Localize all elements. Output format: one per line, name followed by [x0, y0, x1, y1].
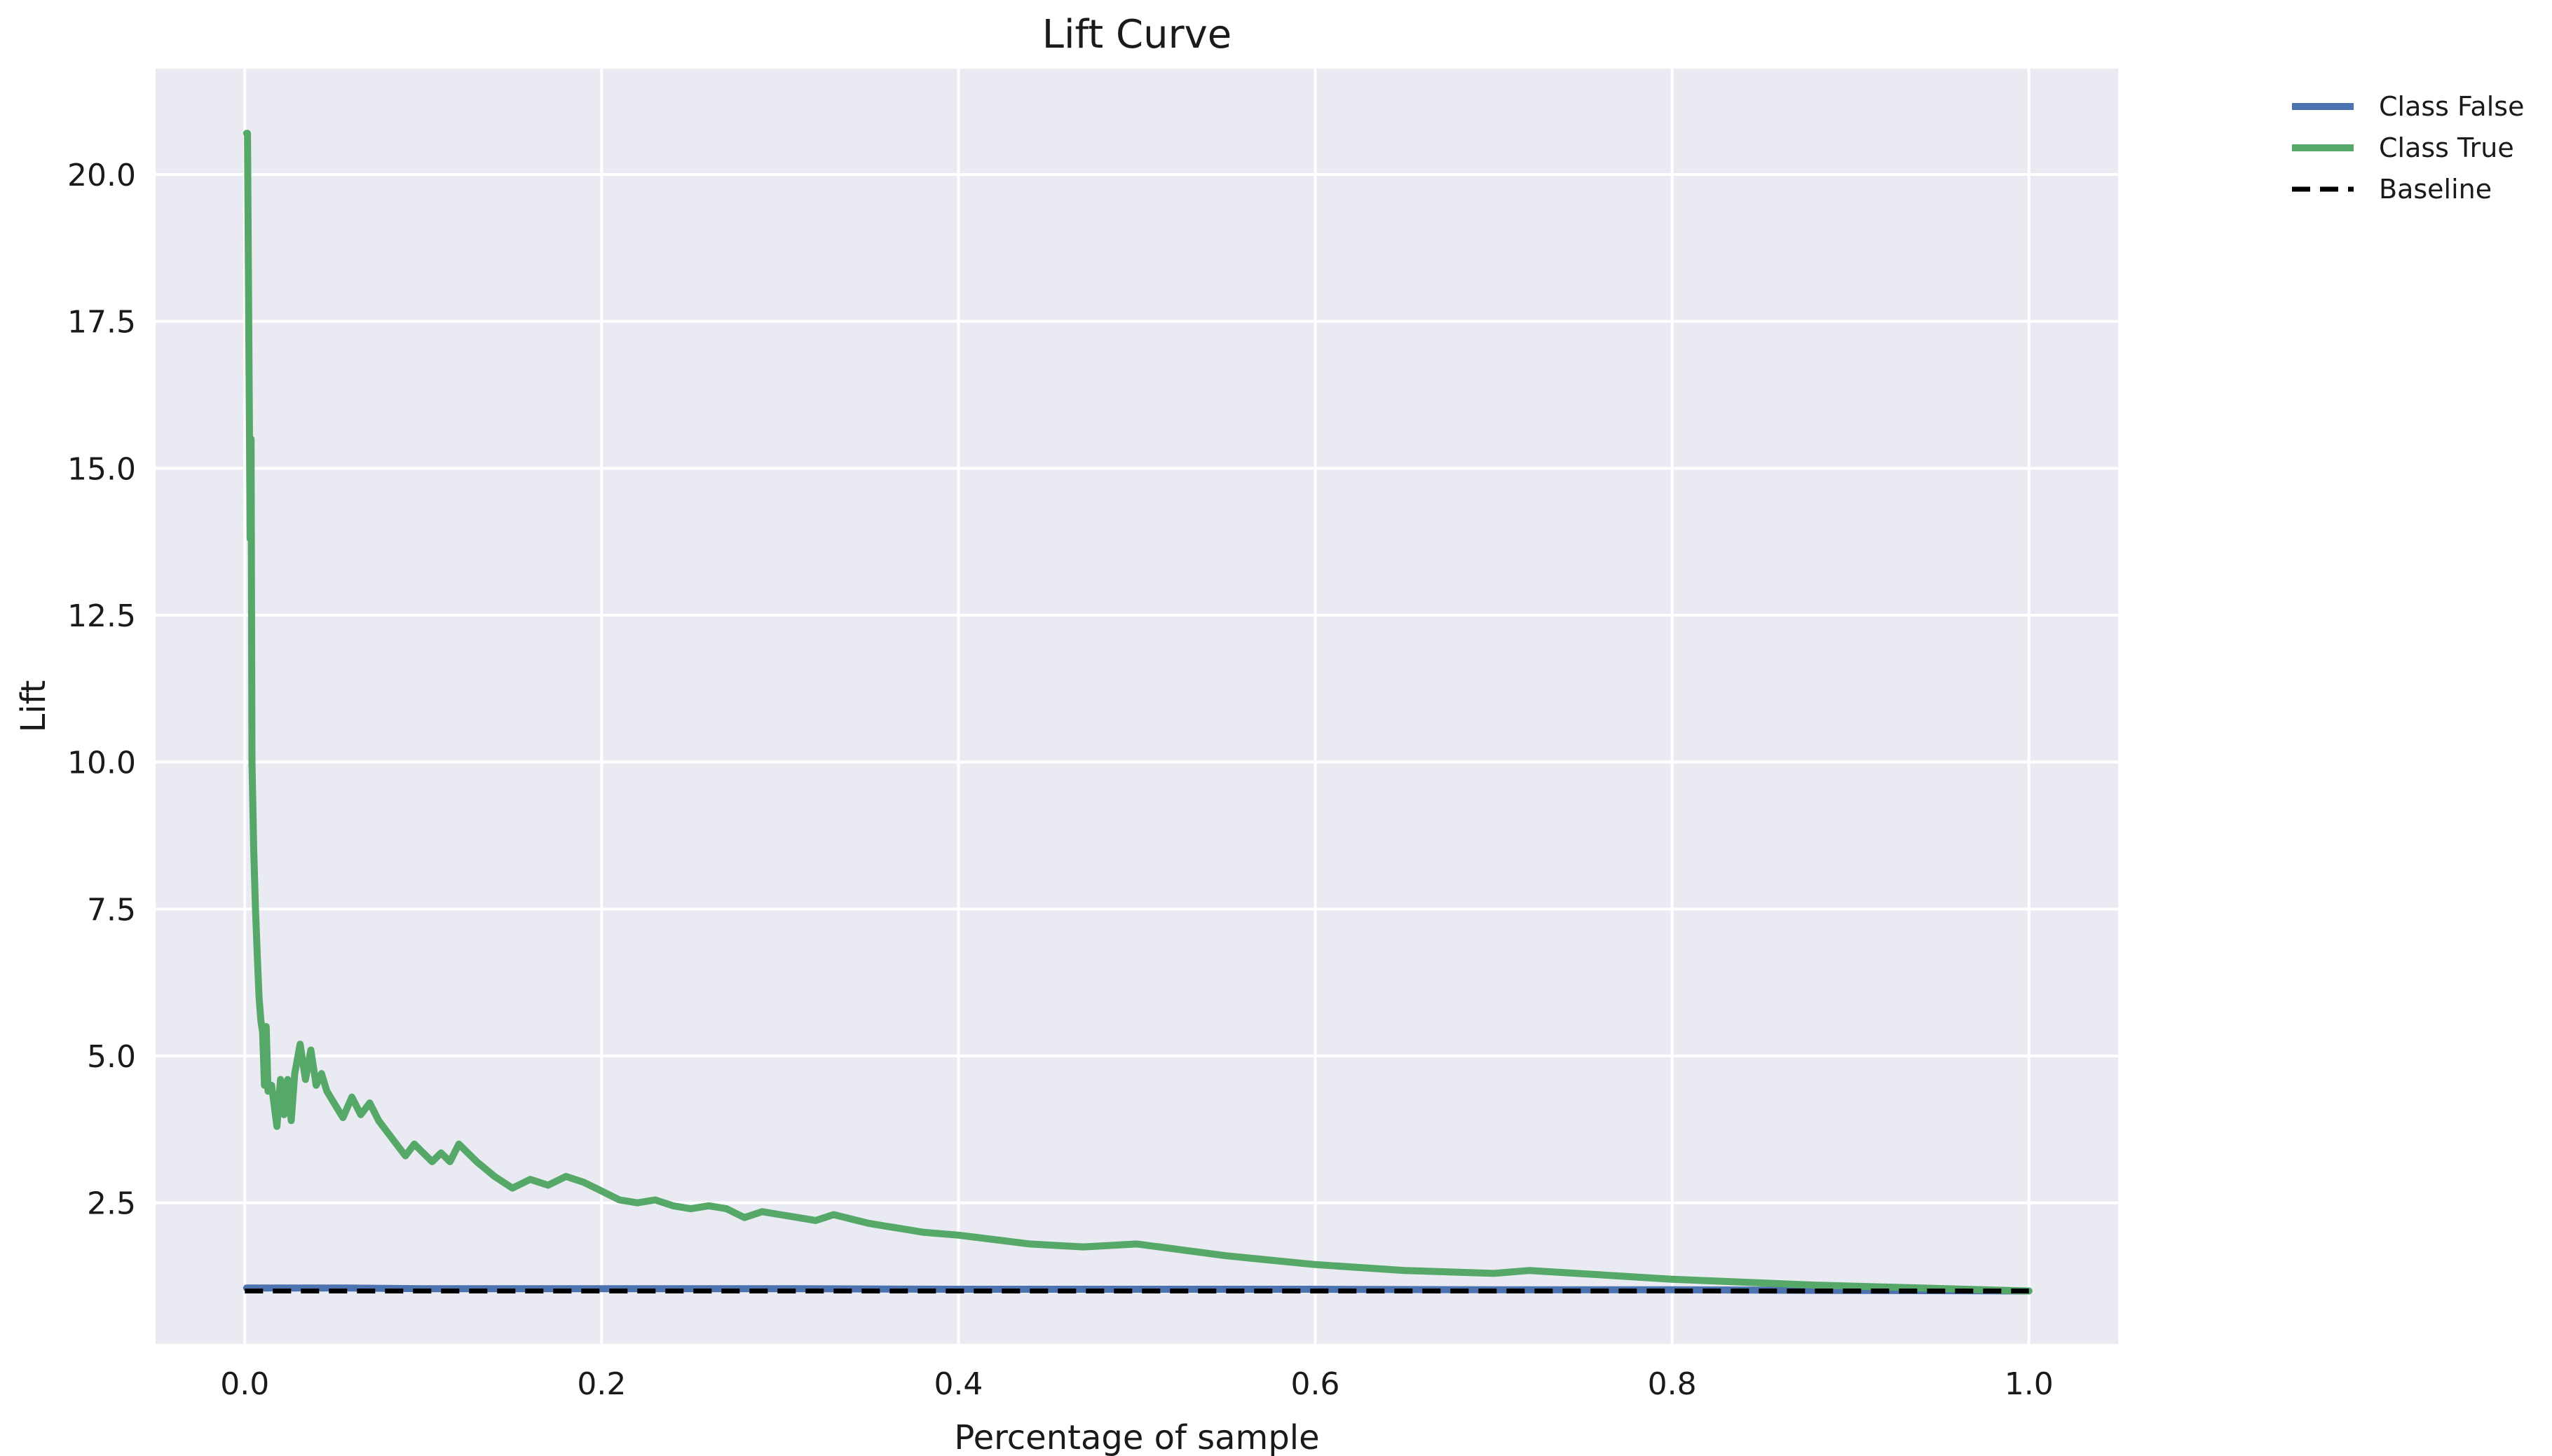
y-tick-label: 2.5 — [87, 1186, 136, 1222]
x-tick-label: 0.2 — [577, 1366, 626, 1402]
x-tick-label: 0.8 — [1648, 1366, 1697, 1402]
series-line-class-true — [243, 130, 2033, 1295]
y-tick-label: 20.0 — [67, 158, 136, 193]
legend-label: Class False — [2379, 91, 2524, 122]
x-tick-label: 1.0 — [2005, 1366, 2054, 1402]
x-tick-label: 0.6 — [1291, 1366, 1340, 1402]
grid-lines — [156, 69, 2118, 1344]
y-tick-label: 12.5 — [67, 598, 136, 634]
y-axis-ticks: 2.5 5.0 7.5 10.0 12.5 15.0 17.5 20.0 — [67, 158, 136, 1222]
series-lines — [243, 130, 2033, 1295]
y-tick-label: 5.0 — [87, 1039, 136, 1075]
y-axis-label: Lift — [14, 680, 53, 733]
x-tick-label: 0.4 — [934, 1366, 983, 1402]
legend-label: Class True — [2379, 132, 2514, 163]
y-tick-label: 17.5 — [67, 305, 136, 341]
y-tick-label: 15.0 — [67, 451, 136, 487]
x-tick-label: 0.0 — [220, 1366, 269, 1402]
legend: Class False Class True Baseline — [2292, 91, 2524, 205]
y-tick-label: 10.0 — [67, 746, 136, 781]
y-tick-label: 7.5 — [87, 892, 136, 928]
plot-area — [156, 69, 2118, 1344]
x-axis-label: Percentage of sample — [954, 1418, 1319, 1456]
chart-title: Lift Curve — [1042, 12, 1231, 57]
legend-label: Baseline — [2379, 174, 2492, 205]
x-axis-ticks: 0.0 0.2 0.4 0.6 0.8 1.0 — [220, 1366, 2053, 1402]
